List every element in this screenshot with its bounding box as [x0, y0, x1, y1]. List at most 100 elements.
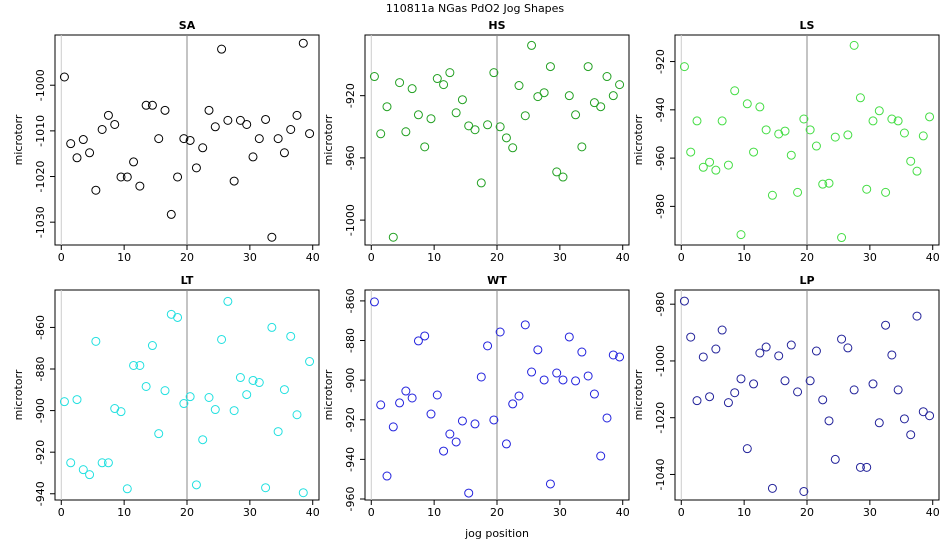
point	[470, 125, 480, 135]
panel-title: LT	[181, 274, 194, 287]
y-tick-label: -860	[34, 315, 47, 340]
point	[855, 462, 865, 472]
point	[401, 386, 411, 396]
point	[261, 114, 271, 124]
y-tick-label: -960	[654, 146, 667, 171]
point	[78, 135, 88, 145]
point	[103, 110, 113, 120]
point	[811, 141, 821, 151]
point	[868, 379, 878, 389]
point	[508, 399, 518, 409]
point	[279, 385, 289, 395]
point	[887, 114, 897, 124]
point	[204, 105, 214, 115]
point	[717, 325, 727, 335]
point	[514, 81, 524, 91]
point	[369, 297, 379, 307]
panel: LS microtorr 0 10 20 30 40 -980 -960 -940 -920	[632, 19, 940, 264]
point	[774, 129, 784, 139]
point	[235, 373, 245, 383]
point	[686, 147, 696, 157]
point	[805, 125, 815, 135]
point	[742, 444, 752, 454]
point	[830, 454, 840, 464]
y-tick-label: -940	[34, 481, 47, 506]
point	[198, 143, 208, 153]
point	[432, 390, 442, 400]
point	[122, 484, 132, 494]
point	[66, 139, 76, 149]
point	[906, 430, 916, 440]
panel-title: SA	[179, 19, 196, 32]
point	[755, 102, 765, 112]
point	[818, 179, 828, 189]
point	[615, 352, 625, 362]
point	[868, 116, 878, 126]
point	[413, 336, 423, 346]
point	[736, 230, 746, 240]
point	[445, 429, 455, 439]
point	[407, 84, 417, 94]
panel-title: WT	[487, 274, 507, 287]
point	[97, 458, 107, 468]
panel: LT microtorr 0 10 20 30 40 -940 -920 -900 -880 -860	[12, 274, 320, 519]
point	[388, 232, 398, 242]
point	[248, 152, 258, 162]
point	[705, 157, 715, 167]
point	[552, 368, 562, 378]
panel: LP microtorr 0 10 20 30 40 -1040 -1020 -1000 -980	[632, 274, 940, 519]
point	[755, 348, 765, 358]
y-tick-label: -860	[344, 288, 357, 313]
y-axis-label: microtorr	[632, 369, 645, 420]
point	[843, 130, 853, 140]
x-tick-label: 10	[427, 251, 441, 264]
panel: WT microtorr 0 10 20 30 40 -960 -940 -920 -900 -880…	[322, 274, 630, 519]
y-tick-label: -1000	[654, 345, 667, 377]
point	[135, 360, 145, 370]
y-axis-label: microtorr	[322, 369, 335, 420]
point	[874, 106, 884, 116]
point	[254, 378, 264, 388]
x-tick-label: 30	[553, 251, 567, 264]
panel: HS microtorr 0 10 20 30 40 -1000 -960 -920	[322, 19, 630, 264]
point	[774, 351, 784, 361]
point	[495, 327, 505, 337]
point	[564, 332, 574, 342]
point	[527, 40, 537, 50]
point	[893, 116, 903, 126]
point	[286, 125, 296, 134]
point	[185, 392, 195, 402]
panel-title: HS	[488, 19, 505, 32]
point	[223, 115, 233, 125]
y-tick-label: -880	[344, 328, 357, 353]
point	[686, 332, 696, 342]
point	[811, 346, 821, 356]
point	[464, 121, 474, 131]
point	[210, 405, 220, 415]
point	[85, 470, 95, 480]
point	[495, 122, 505, 132]
point	[780, 126, 790, 136]
point	[254, 134, 264, 144]
point	[210, 122, 220, 132]
point	[830, 132, 840, 142]
point	[483, 120, 493, 130]
point	[558, 375, 568, 385]
x-tick-label: 30	[243, 506, 257, 519]
point	[539, 375, 549, 385]
point	[698, 352, 708, 362]
point	[489, 68, 499, 78]
y-tick-label: -1000	[34, 69, 47, 101]
point	[692, 396, 702, 406]
y-tick-label: -940	[654, 97, 667, 122]
x-tick-label: 20	[180, 506, 194, 519]
point	[298, 38, 308, 48]
point	[223, 296, 233, 306]
x-tick-label: 20	[490, 251, 504, 264]
point	[539, 88, 549, 98]
panel-title: LS	[800, 19, 815, 32]
point	[881, 320, 891, 330]
y-axis-label: microtorr	[12, 114, 25, 165]
x-tick-label: 0	[368, 251, 375, 264]
